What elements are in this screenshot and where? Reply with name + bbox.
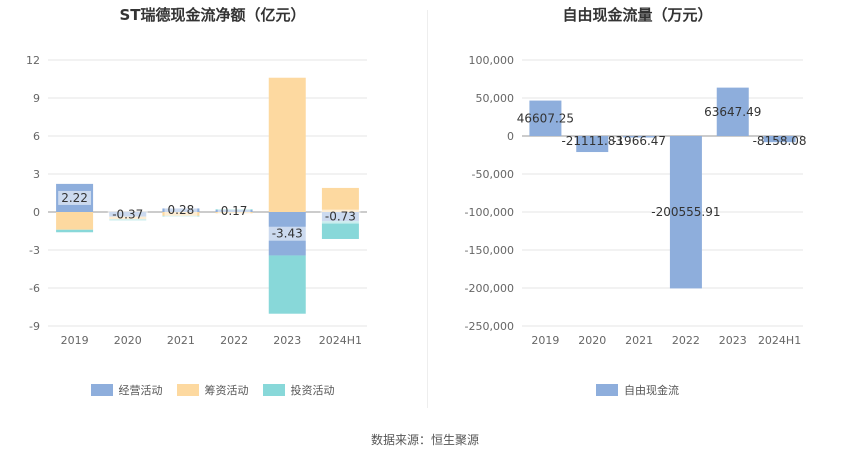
x-tick-label: 2020 [578, 334, 606, 347]
legend-swatch [596, 384, 618, 396]
bar-free-cash-flow [529, 100, 562, 136]
legend-item[interactable]: 筹资活动 [176, 382, 249, 398]
y-tick-label: 6 [33, 130, 40, 143]
y-tick-label: -50,000 [472, 168, 514, 181]
bar-free-cash-flow [763, 136, 796, 143]
x-tick-label: 2020 [114, 334, 142, 347]
legend-swatch [262, 384, 285, 396]
bar-financing [56, 212, 94, 230]
data-label-bg [107, 207, 148, 222]
data-label: 0.28 [168, 203, 195, 217]
y-tick-label: 0 [507, 130, 514, 143]
data-label-bg [217, 203, 251, 218]
data-label: -21111.83 [561, 134, 623, 148]
bar-financing [268, 77, 306, 212]
data-label: 46607.25 [517, 111, 574, 125]
y-tick-label: 100,000 [469, 54, 515, 67]
bar-free-cash-flow [716, 87, 749, 136]
x-tick-label: 2024H1 [319, 334, 362, 347]
x-tick-label: 2022 [220, 334, 248, 347]
data-label: -0.37 [112, 207, 143, 221]
data-label-bg [164, 203, 198, 218]
legend: 自由现金流 [425, 382, 850, 398]
data-label: 63647.49 [704, 105, 761, 119]
x-tick-label: 2023 [719, 334, 747, 347]
free-cash-flow-plot: 100,000 50,000 0 -50,000 -100,000 -150,000 -20… [465, 54, 807, 347]
data-label: -0.73 [325, 210, 356, 224]
x-tick-label: 2021 [625, 334, 653, 347]
x-tick-label: 2024H1 [758, 334, 801, 347]
y-tick-label: -9 [29, 320, 40, 333]
x-tick-label: 2022 [672, 334, 700, 347]
legend-label: 投资活动 [290, 384, 335, 397]
y-tick-label: -3 [29, 244, 40, 257]
legend: 经营活动 筹资活动 投资活动 [0, 382, 425, 398]
data-label: -200555.91 [651, 205, 720, 219]
y-tick-label: -100,000 [465, 206, 514, 219]
legend-item[interactable]: 投资活动 [262, 382, 335, 398]
bar-free-cash-flow [576, 136, 609, 153]
cash-flow-plot: -9 -6 -3 0 3 6 9 12 2019 2020 2021 2022 2023 2024H1 2.… [26, 54, 367, 347]
y-tick-label: 12 [26, 54, 40, 67]
chart-title: ST瑞德现金流净额（亿元） [119, 6, 306, 24]
y-tick-label: -150,000 [465, 244, 514, 257]
legend-label: 筹资活动 [204, 384, 249, 397]
legend-label: 自由现金流 [624, 384, 679, 397]
data-label: -1966.47 [612, 134, 666, 148]
y-tick-label: 9 [33, 92, 40, 105]
data-label-bg [320, 209, 361, 224]
data-label: -8158.08 [753, 134, 807, 148]
free-cash-flow-chart: 自由现金流量（万元） 100,000 50,000 0 -50,000 -100,000… [425, 0, 850, 410]
bar-free-cash-flow [669, 136, 702, 289]
bar-financing [321, 187, 359, 212]
chart-title: 自由现金流量（万元） [562, 6, 713, 24]
legend-swatch [90, 384, 113, 396]
legend-label: 经营活动 [118, 384, 163, 397]
cash-flow-chart: ST瑞德现金流净额（亿元） -9 -6 -3 0 3 6 9 12 2019 2020 2021 20… [0, 0, 425, 410]
data-label-bg [267, 226, 308, 241]
bar-investing [321, 221, 359, 239]
x-tick-label: 2023 [273, 334, 301, 347]
y-tick-label: 3 [33, 168, 40, 181]
y-tick-label: 0 [33, 206, 40, 219]
x-tick-label: 2021 [167, 334, 195, 347]
x-tick-label: 2019 [531, 334, 559, 347]
y-tick-label: 50,000 [476, 92, 515, 105]
legend-item[interactable]: 经营活动 [90, 382, 163, 398]
data-label: 2.22 [61, 191, 88, 205]
bar-investing [56, 229, 94, 233]
data-label: -3.43 [272, 227, 303, 241]
legend-swatch [176, 384, 199, 396]
y-tick-label: -250,000 [465, 320, 514, 333]
bar-free-cash-flow [623, 136, 656, 138]
legend-item[interactable]: 自由现金流 [596, 382, 679, 398]
data-label: 0.17 [221, 204, 248, 218]
bar-investing [268, 255, 306, 314]
panel-divider [427, 10, 428, 408]
data-label-bg [58, 190, 91, 205]
data-source: 数据来源：恒生聚源 [370, 433, 479, 447]
x-tick-label: 2019 [61, 334, 89, 347]
y-tick-label: -6 [29, 282, 40, 295]
y-tick-label: -200,000 [465, 282, 514, 295]
